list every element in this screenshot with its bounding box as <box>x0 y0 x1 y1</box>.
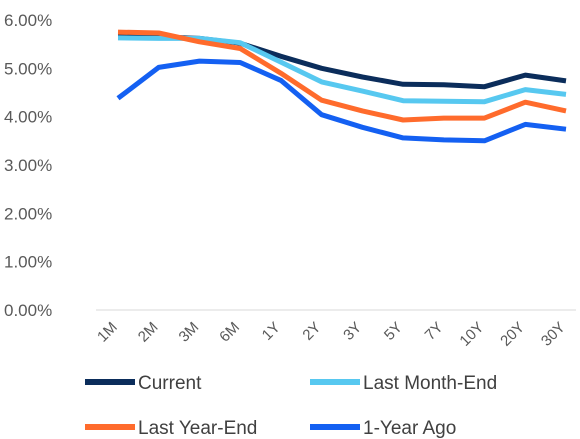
x-tick-label: 20Y <box>497 319 528 350</box>
x-axis-ticks: 1M 2M 3M 6M 1Y 2Y 3Y 5Y 7Y 10Y 20Y 30Y <box>94 319 569 350</box>
series-lines <box>116 29 567 144</box>
x-tick-label: 7Y <box>422 319 447 344</box>
x-tick-label: 1Y <box>259 319 284 344</box>
series-line-1 <box>117 35 567 105</box>
y-tick-label: 4.00% <box>4 108 52 127</box>
x-tick-label: 1M <box>94 319 121 346</box>
x-tick-label: 30Y <box>538 319 569 350</box>
legend-label: Current <box>138 373 202 394</box>
x-tick-label: 6M <box>216 319 243 346</box>
legend: Current Last Month-End Last Year-End 1-Year… <box>85 373 497 439</box>
y-tick-label: 5.00% <box>4 59 52 78</box>
y-tick-label: 2.00% <box>4 204 52 223</box>
y-tick-label: 0.00% <box>4 301 52 320</box>
legend-label: 1-Year Ago <box>363 418 456 439</box>
x-tick-label: 3Y <box>340 319 365 344</box>
legend-label: Last Year-End <box>138 418 257 439</box>
y-tick-label: 6.00% <box>4 11 52 30</box>
x-tick-label: 5Y <box>381 319 406 344</box>
x-tick-label: 3M <box>176 319 203 346</box>
x-tick-label: 2M <box>135 319 162 346</box>
y-tick-label: 1.00% <box>4 253 52 272</box>
legend-label: Last Month-End <box>363 373 497 394</box>
series-line-2 <box>117 29 567 123</box>
y-tick-label: 3.00% <box>4 156 52 175</box>
x-tick-label: 10Y <box>456 319 487 350</box>
series-line-3 <box>116 58 567 144</box>
y-axis-ticks: 0.00% 1.00% 2.00% 3.00% 4.00% 5.00% 6.00% <box>4 11 52 320</box>
x-tick-label: 2Y <box>299 319 324 344</box>
